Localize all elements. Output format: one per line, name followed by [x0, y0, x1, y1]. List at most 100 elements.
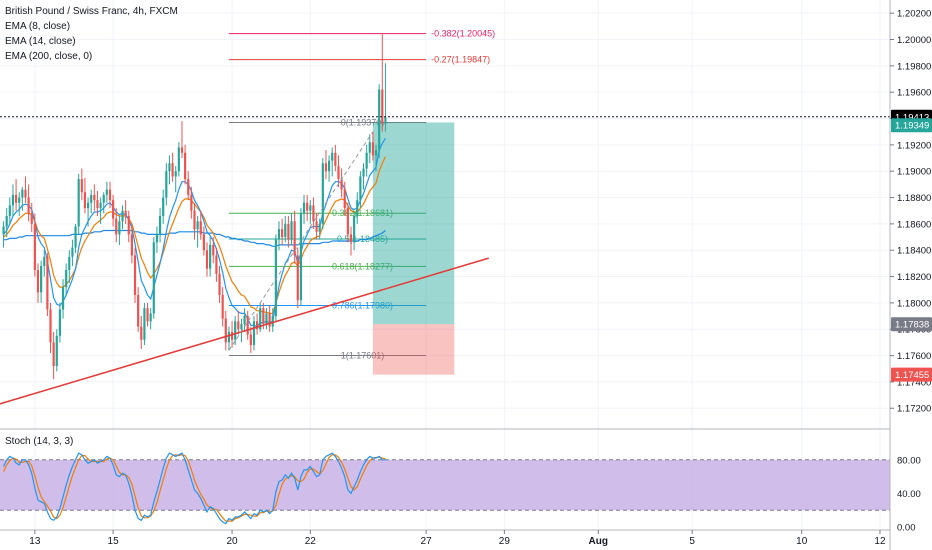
grid [0, 0, 890, 529]
candle-body [299, 213, 303, 301]
candle-body [199, 221, 202, 235]
candle-body [61, 287, 65, 310]
fib-level-label: 0.618(1.18277) [332, 261, 393, 271]
candles [2, 34, 387, 380]
fib-ext-label: -0.382(1.20045) [431, 29, 495, 39]
candle-body [146, 308, 149, 322]
candle-body [265, 313, 268, 324]
candle-body [2, 226, 5, 235]
candle-body [24, 189, 27, 198]
indicator-ema-8[interactable]: EMA (8, close) [5, 21, 71, 32]
trend-line [0, 257, 489, 405]
candle-body [52, 342, 55, 367]
candle-body [33, 223, 36, 270]
candle-body [240, 323, 243, 330]
candle-body [49, 309, 52, 343]
stoch-d-line [3, 454, 386, 522]
candle-body [274, 239, 277, 317]
candle-body [340, 179, 343, 190]
candle-body [158, 215, 162, 235]
time-tick-label: Aug [589, 536, 608, 547]
symbol-title[interactable]: British Pound / Swiss Franc, 4h, FXCM [5, 6, 178, 17]
time-tick-label: 13 [29, 536, 41, 547]
candle-body [324, 163, 328, 172]
dashed-trend-line [228, 131, 374, 351]
drawings[interactable] [0, 116, 890, 422]
candle-body [353, 215, 356, 243]
candle-body [293, 221, 296, 256]
candle-body [43, 256, 46, 267]
candle-body [346, 208, 349, 235]
candle-body [205, 250, 209, 269]
candle-body [152, 242, 155, 314]
candle-body [5, 215, 8, 227]
price-label-text: 1.19349 [895, 121, 929, 132]
candle-body [309, 205, 312, 211]
position-stop-zone [372, 324, 455, 375]
candle-body [174, 171, 177, 177]
candle-body [290, 221, 293, 240]
candle-body [108, 189, 112, 201]
candle-body [271, 316, 274, 327]
price-tick-label: 1.17200 [897, 404, 931, 415]
candle-body [259, 308, 262, 330]
candle-body [209, 244, 212, 269]
fib-level-label: 0.5(1.18485) [337, 234, 388, 244]
time-tick-label: 15 [108, 536, 120, 547]
candle-body [180, 147, 184, 153]
candle-body [356, 200, 359, 216]
candle-body [77, 179, 80, 227]
candle-body [371, 142, 375, 156]
candle-body [36, 269, 40, 293]
candle-body [362, 168, 365, 177]
candle-body [177, 147, 180, 172]
indicator-ema-200[interactable]: EMA (200, close, 0) [5, 51, 93, 62]
candle-body [374, 150, 378, 156]
candle-body [68, 256, 71, 270]
candle-body [99, 202, 102, 209]
price-tick-label: 1.18400 [897, 246, 931, 257]
candle-body [331, 152, 334, 161]
price-tick-label: 1.19600 [897, 88, 931, 99]
fib-level-label: 0.786(1.17980) [332, 301, 393, 311]
candle-body [74, 226, 77, 248]
fib-retracement[interactable]: 0(1.19370) 0.382(1.18681) 0.5(1.18485) 0.61… [228, 29, 495, 361]
chart-legend: British Pound / Swiss Franc, 4h, FXCM EM… [5, 4, 178, 64]
time-tick-label: 5 [689, 536, 695, 547]
candle-body [359, 176, 362, 201]
candle-body [40, 266, 43, 293]
candle-body [227, 331, 231, 343]
stoch-axis[interactable]: 80.00 40.00 0.00 [897, 455, 921, 533]
candle-body [93, 194, 96, 201]
candle-body [337, 165, 340, 180]
candle-body [115, 218, 118, 235]
candle-body [302, 202, 306, 214]
candle-body [246, 316, 249, 335]
candle-body [105, 189, 108, 195]
time-tick-label: 12 [874, 536, 886, 547]
candle-body [381, 89, 384, 124]
candle-body [96, 200, 99, 209]
candle-body [58, 309, 62, 336]
candle-body [27, 197, 30, 214]
price-tick-label: 1.19200 [897, 140, 931, 151]
stoch-lines [3, 452, 386, 525]
price-tick-label: 1.17400 [897, 377, 931, 388]
stoch-tick-label: 80.00 [897, 455, 921, 466]
price-tick-label: 1.18800 [897, 193, 931, 204]
candle-body [124, 210, 127, 216]
candle-body [281, 229, 284, 238]
candle-body [190, 194, 193, 211]
candle-body [143, 308, 146, 340]
time-axis[interactable]: 131520222729Aug5101217 [29, 530, 932, 547]
candle-body [221, 294, 224, 319]
long-position-tool[interactable] [372, 122, 455, 375]
stoch-indicator-label[interactable]: Stoch (14, 3, 3) [5, 436, 74, 447]
candle-body [184, 152, 187, 180]
indicator-ema-14[interactable]: EMA (14, close) [5, 36, 76, 47]
candle-body [321, 163, 324, 224]
candle-body [137, 294, 140, 327]
fib-level-label: 0.382(1.18681) [332, 208, 393, 218]
